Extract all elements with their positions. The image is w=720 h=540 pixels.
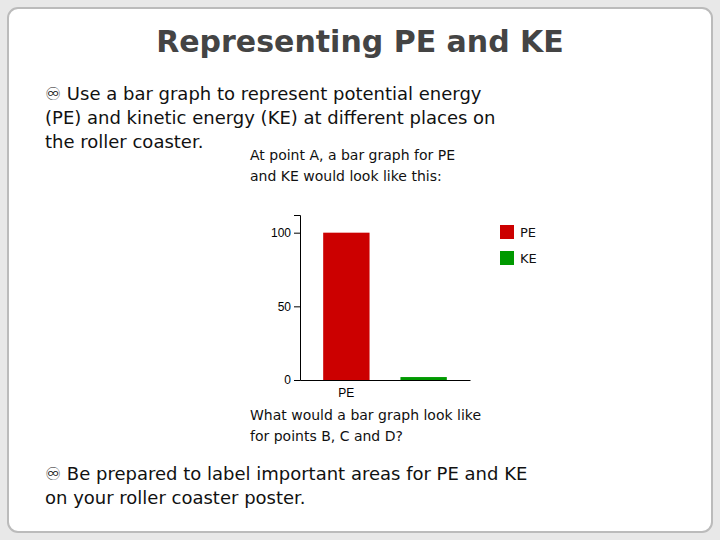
y-axis: 0 50 100: [271, 216, 301, 388]
annotation-line: for points B, C and D?: [250, 428, 403, 444]
annotation-line: ♾ Be prepared to label important areas f…: [45, 463, 527, 484]
slide-background: [8, 8, 712, 532]
y-tick-label: 100: [271, 226, 291, 240]
slide: Representing PE and KE ♾ Use a bar graph …: [0, 0, 720, 540]
y-tick: 50: [278, 300, 300, 314]
y-tick-label: 0: [284, 373, 291, 387]
y-tick-mark: [294, 380, 300, 381]
y-tick-label: 50: [278, 300, 292, 314]
title: Representing PE and KE: [156, 24, 564, 59]
legend-item: KE: [500, 251, 537, 266]
annotation-line: ♾ Use a bar graph to represent potential…: [45, 83, 482, 104]
annotation-line: What would a bar graph look like: [250, 407, 481, 423]
y-tick-mark: [294, 306, 300, 307]
bars: [323, 233, 447, 380]
y-tick: 0: [284, 373, 300, 387]
bar: [323, 233, 369, 380]
annotation-line: on your roller coaster poster.: [45, 487, 306, 508]
x-axis: PE: [301, 381, 471, 401]
bar: [400, 377, 446, 380]
x-tick-label: PE: [338, 386, 354, 400]
legend-label: PE: [520, 225, 536, 240]
y-tick: 100: [271, 226, 300, 240]
annotation: ♾ Be prepared to label important areas f…: [45, 463, 527, 508]
annotation-line: the roller coaster.: [45, 131, 203, 152]
legend-swatch: [500, 225, 514, 239]
annotation-line: and KE would look like this:: [250, 168, 442, 184]
annotation: What would a bar graph look like for poin…: [250, 407, 481, 444]
bar-chart: 0 50 100 PE: [271, 216, 471, 401]
annotation-line: At point A, a bar graph for PE: [250, 147, 455, 163]
legend: PE KE: [500, 225, 537, 266]
legend-label: KE: [520, 251, 537, 266]
x-axis-line: [301, 380, 471, 381]
legend-item: PE: [500, 225, 536, 240]
legend-swatch: [500, 251, 514, 265]
annotation: At point A, a bar graph for PE and KE wou…: [250, 147, 455, 184]
x-tick: PE: [338, 386, 354, 400]
annotation-line: (PE) and kinetic energy (KE) at differen…: [45, 107, 495, 128]
annotation: ♾ Use a bar graph to represent potential…: [45, 83, 495, 152]
y-axis-line: [294, 216, 301, 381]
y-tick-mark: [294, 233, 300, 234]
